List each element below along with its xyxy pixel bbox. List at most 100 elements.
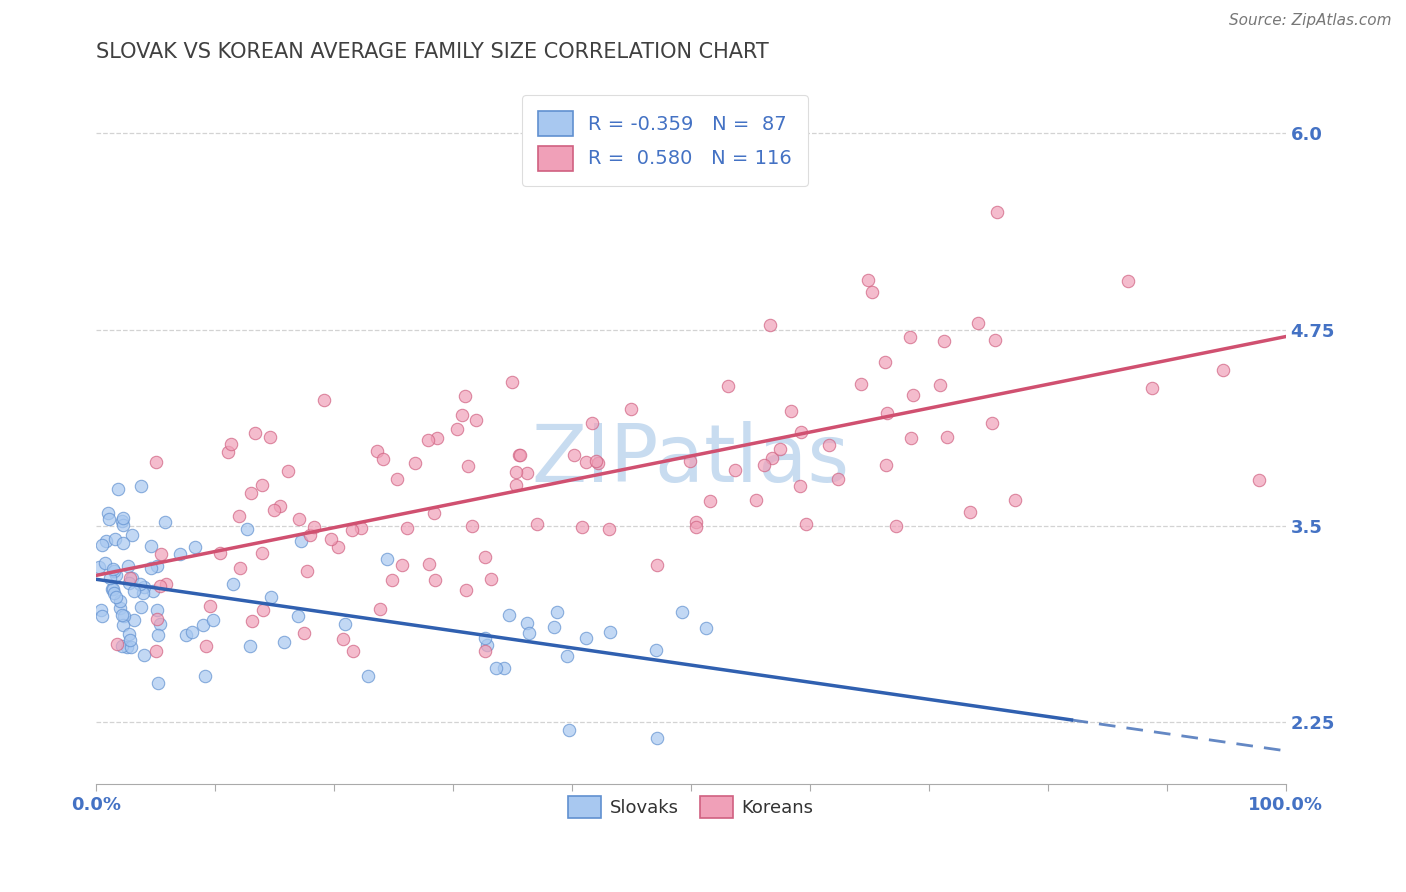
Point xyxy=(132,585,155,599)
Point xyxy=(516,467,538,481)
Point xyxy=(111,518,134,533)
Point xyxy=(620,402,643,417)
Point xyxy=(827,472,849,486)
Point xyxy=(139,540,162,554)
Point xyxy=(849,377,872,392)
Point xyxy=(277,464,299,478)
Point xyxy=(546,605,568,619)
Point xyxy=(112,618,135,632)
Point xyxy=(900,431,922,445)
Point xyxy=(145,612,167,626)
Point xyxy=(332,632,354,647)
Point xyxy=(752,458,775,472)
Point xyxy=(108,601,131,615)
Point xyxy=(117,640,139,655)
Point xyxy=(176,628,198,642)
Point xyxy=(875,458,897,472)
Point xyxy=(645,643,668,657)
Point xyxy=(260,590,283,604)
Point xyxy=(209,546,232,560)
Point xyxy=(349,521,371,535)
Point xyxy=(217,445,239,459)
Point xyxy=(89,560,111,574)
Point xyxy=(986,204,1008,219)
Point xyxy=(371,451,394,466)
Point xyxy=(104,532,127,546)
Point xyxy=(873,354,896,368)
Point xyxy=(120,571,142,585)
Point xyxy=(111,639,134,653)
Point xyxy=(984,333,1007,347)
Point xyxy=(132,580,155,594)
Point xyxy=(461,518,484,533)
Point xyxy=(298,528,321,542)
Point xyxy=(645,558,668,572)
Point xyxy=(745,493,768,508)
Point xyxy=(959,505,981,519)
Point xyxy=(149,579,172,593)
Point xyxy=(901,388,924,402)
Point xyxy=(141,560,163,574)
Text: SLOVAK VS KOREAN AVERAGE FAMILY SIZE CORRELATION CHART: SLOVAK VS KOREAN AVERAGE FAMILY SIZE COR… xyxy=(96,42,769,62)
Point xyxy=(101,582,124,597)
Point xyxy=(191,617,214,632)
Point xyxy=(228,561,250,575)
Point xyxy=(90,603,112,617)
Point xyxy=(240,615,263,629)
Point xyxy=(118,627,141,641)
Point xyxy=(120,640,142,655)
Point xyxy=(935,430,957,444)
Point xyxy=(112,536,135,550)
Point xyxy=(876,406,898,420)
Point xyxy=(517,626,540,640)
Point xyxy=(699,494,721,508)
Point xyxy=(105,637,128,651)
Point xyxy=(198,599,221,614)
Point xyxy=(717,379,740,393)
Point xyxy=(1212,362,1234,376)
Point xyxy=(222,577,245,591)
Point xyxy=(103,586,125,600)
Point xyxy=(860,285,883,300)
Point xyxy=(404,456,426,470)
Point xyxy=(194,669,217,683)
Point xyxy=(385,472,408,486)
Point xyxy=(794,516,817,531)
Point xyxy=(111,514,134,528)
Point xyxy=(150,548,173,562)
Point xyxy=(685,515,707,529)
Point xyxy=(474,550,496,565)
Point xyxy=(335,616,357,631)
Point xyxy=(98,571,121,585)
Point xyxy=(201,613,224,627)
Point xyxy=(475,638,498,652)
Point xyxy=(91,538,114,552)
Point xyxy=(761,450,783,465)
Point xyxy=(498,608,520,623)
Point xyxy=(117,559,139,574)
Point xyxy=(418,557,440,571)
Point xyxy=(110,593,132,607)
Text: ZIPatlas: ZIPatlas xyxy=(531,421,851,499)
Point xyxy=(562,448,585,462)
Point xyxy=(145,454,167,468)
Point xyxy=(194,639,217,653)
Point xyxy=(446,422,468,436)
Point xyxy=(149,617,172,632)
Point xyxy=(817,438,839,452)
Point xyxy=(884,518,907,533)
Point xyxy=(474,644,496,658)
Point xyxy=(103,562,125,576)
Point xyxy=(132,648,155,662)
Point xyxy=(146,603,169,617)
Point xyxy=(122,584,145,599)
Point xyxy=(856,273,879,287)
Point xyxy=(501,375,523,389)
Point xyxy=(319,533,342,547)
Point xyxy=(273,635,295,649)
Point xyxy=(243,425,266,440)
Point xyxy=(479,572,502,586)
Point xyxy=(508,448,530,462)
Point xyxy=(758,318,780,333)
Point xyxy=(526,516,548,531)
